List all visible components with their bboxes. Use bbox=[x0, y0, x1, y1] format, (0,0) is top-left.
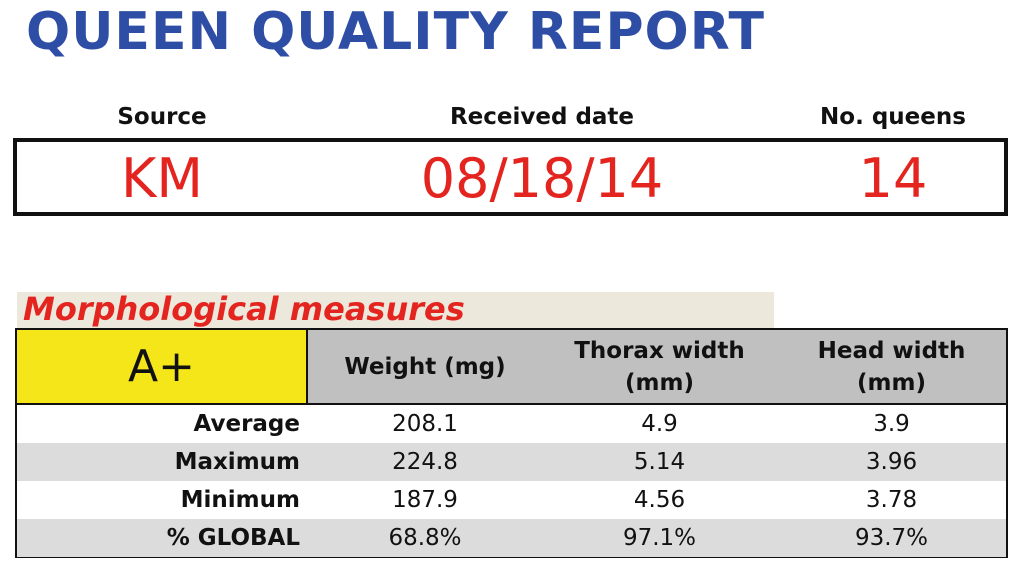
info-box bbox=[13, 138, 1008, 216]
column-header: Head width (mm) bbox=[777, 330, 1006, 405]
column-header: Thorax width (mm) bbox=[542, 330, 777, 405]
measures-table: A+ Weight (mg) Thorax width (mm) Head width… bbox=[15, 328, 1008, 558]
section-header: Morphological measures bbox=[17, 290, 774, 328]
table-cell: 68.8% bbox=[308, 519, 542, 557]
row-label: Minimum bbox=[17, 481, 308, 519]
row-label: Maximum bbox=[17, 443, 308, 481]
field-label: Received date bbox=[449, 104, 635, 130]
field-value: KM bbox=[120, 147, 203, 210]
table-cell: 3.96 bbox=[777, 443, 1006, 481]
table-cell: 4.9 bbox=[542, 405, 777, 443]
table-cell: 208.1 bbox=[308, 405, 542, 443]
table-cell: 187.9 bbox=[308, 481, 542, 519]
column-header: Weight (mg) bbox=[308, 330, 542, 405]
table-cell: 93.7% bbox=[777, 519, 1006, 557]
field-value: 08/18/14 bbox=[420, 147, 664, 210]
field-label: No. queens bbox=[820, 104, 966, 130]
table-cell: 3.9 bbox=[777, 405, 1006, 443]
section-title: Morphological measures bbox=[23, 290, 465, 328]
table-cell: 3.78 bbox=[777, 481, 1006, 519]
grade: A+ bbox=[17, 330, 308, 405]
row-label: % GLOBAL bbox=[17, 519, 308, 557]
row-label: Average bbox=[17, 405, 308, 443]
field-value: 14 bbox=[858, 147, 928, 210]
table-cell: 97.1% bbox=[542, 519, 777, 557]
field-label: Source bbox=[117, 104, 207, 130]
report-title: QUEEN QUALITY REPORT bbox=[26, 2, 765, 62]
table-cell: 4.56 bbox=[542, 481, 777, 519]
table-cell: 224.8 bbox=[308, 443, 542, 481]
table-cell: 5.14 bbox=[542, 443, 777, 481]
